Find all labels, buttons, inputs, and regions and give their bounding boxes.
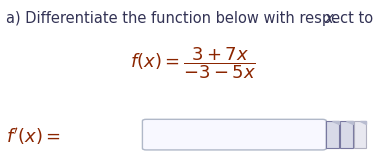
Text: a) Differentiate the function below with respect to: a) Differentiate the function below with… xyxy=(6,11,378,26)
Text: $\mathit{f}(x) = \dfrac{3+7x}{-3-5x}$: $\mathit{f}(x) = \dfrac{3+7x}{-3-5x}$ xyxy=(130,45,257,81)
Polygon shape xyxy=(332,121,339,124)
Text: $f'(x) =$: $f'(x) =$ xyxy=(6,126,61,147)
FancyBboxPatch shape xyxy=(326,121,339,148)
FancyBboxPatch shape xyxy=(340,121,353,148)
FancyBboxPatch shape xyxy=(142,119,326,150)
Polygon shape xyxy=(360,121,366,124)
FancyBboxPatch shape xyxy=(354,121,366,148)
Text: .: . xyxy=(331,11,336,26)
Text: $x$: $x$ xyxy=(324,11,336,26)
Polygon shape xyxy=(346,121,353,124)
